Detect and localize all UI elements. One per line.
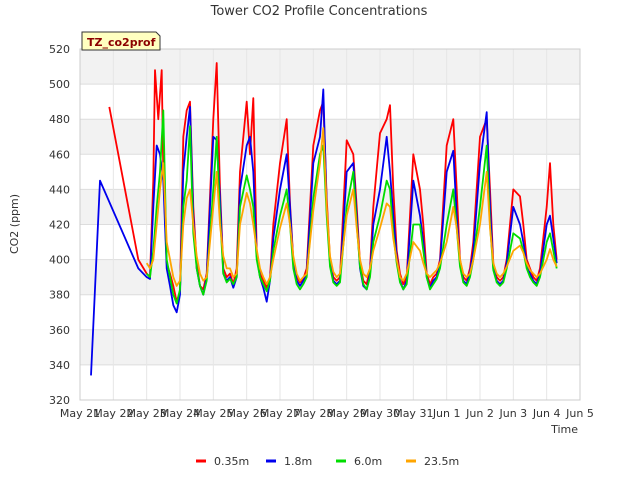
plot-band: [80, 294, 580, 330]
x-tick-label: Jun 2: [465, 407, 494, 420]
x-tick-label: May 26: [227, 407, 267, 420]
x-axis-label: Time: [550, 423, 578, 436]
x-tick-label: Jun 4: [532, 407, 561, 420]
x-tick-label: May 24: [160, 407, 200, 420]
y-tick-label: 500: [49, 78, 70, 91]
y-tick-label: 460: [49, 148, 70, 161]
y-tick-label: 380: [49, 289, 70, 302]
y-tick-label: 520: [49, 43, 70, 56]
y-axis-label: CO2 (ppm): [8, 194, 21, 254]
y-axis-ticks: 320 340 360 380 400 420 440 460 480 500 520: [49, 43, 70, 407]
x-tick-label: Jun 5: [565, 407, 594, 420]
x-tick-label: Jun 3: [498, 407, 527, 420]
legend-label: 1.8m: [284, 455, 312, 468]
y-tick-label: 420: [49, 219, 70, 232]
y-tick-label: 340: [49, 359, 70, 372]
series-line-23.5m: [145, 127, 558, 287]
y-tick-label: 440: [49, 183, 70, 196]
plot-band: [80, 364, 580, 400]
legend-label: 23.5m: [424, 455, 459, 468]
x-tick-label: May 28: [293, 407, 333, 420]
series-lines: [90, 62, 558, 376]
plot-frame: [79, 48, 581, 401]
badge-box: [81, 31, 161, 51]
x-tick-label: May 29: [327, 407, 367, 420]
x-tick-label: Jun 1: [432, 407, 461, 420]
dataset-badge: TZ_co2prof: [81, 31, 161, 51]
y-tick-label: 360: [49, 324, 70, 337]
y-tick-label: 320: [49, 394, 70, 407]
x-tick-label: May 25: [193, 407, 233, 420]
y-tick-label: 480: [49, 113, 70, 126]
badge-label: TZ_co2prof: [87, 36, 156, 49]
x-tick-label: May 23: [127, 407, 167, 420]
x-tick-label: May 31: [393, 407, 433, 420]
x-tick-label: May 30: [360, 407, 400, 420]
plot-band: [80, 49, 580, 85]
legend-label: 6.0m: [354, 455, 382, 468]
x-tick-label: May 22: [93, 407, 133, 420]
x-tick-label: May 27: [260, 407, 300, 420]
x-tick-label: May 21: [60, 407, 100, 420]
legend-label: 0.35m: [214, 455, 249, 468]
y-tick-label: 400: [49, 254, 70, 267]
plot-band: [80, 329, 580, 365]
legend: 0.35m 1.8m 6.0m 23.5m: [196, 455, 459, 468]
chart-title: Tower CO2 Profile Concentrations: [210, 4, 428, 19]
